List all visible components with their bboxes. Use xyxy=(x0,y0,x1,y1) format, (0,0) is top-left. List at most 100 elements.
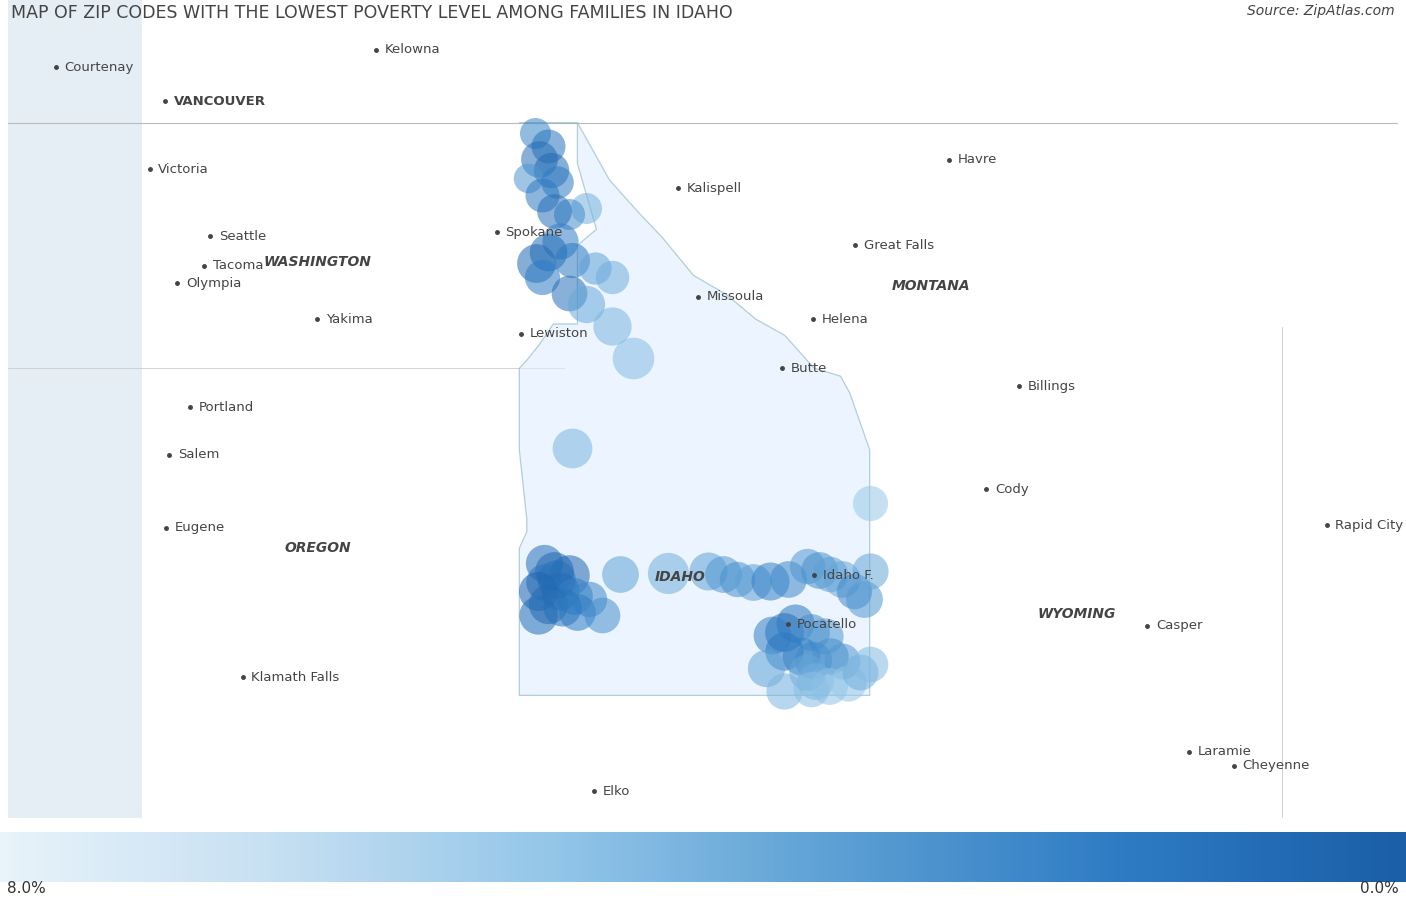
Point xyxy=(602,318,624,333)
Point xyxy=(831,654,853,668)
Point xyxy=(543,204,565,218)
Text: Cody: Cody xyxy=(995,483,1029,495)
Text: Billings: Billings xyxy=(1028,379,1076,393)
Text: Yakima: Yakima xyxy=(326,313,373,325)
Point xyxy=(801,653,824,667)
Point xyxy=(557,207,579,221)
Text: Casper: Casper xyxy=(1156,619,1202,632)
Point xyxy=(531,270,554,284)
Point xyxy=(657,565,679,580)
Text: Butte: Butte xyxy=(792,361,828,375)
Point xyxy=(543,564,565,578)
Point xyxy=(533,575,555,590)
Text: Helena: Helena xyxy=(821,313,869,325)
Point xyxy=(696,564,718,578)
Point xyxy=(527,583,550,598)
Point xyxy=(790,649,813,663)
Point xyxy=(621,352,644,366)
Point xyxy=(858,496,880,511)
Point xyxy=(759,574,782,588)
Point xyxy=(852,592,875,606)
Point xyxy=(772,625,794,639)
Point xyxy=(848,665,870,680)
Point xyxy=(804,673,827,688)
Point xyxy=(527,608,550,622)
Text: Spokane: Spokane xyxy=(506,226,562,239)
Point xyxy=(796,665,818,680)
Text: IDAHO: IDAHO xyxy=(654,570,704,583)
Point xyxy=(537,245,560,259)
Text: Cheyenne: Cheyenne xyxy=(1243,760,1310,772)
Point xyxy=(741,575,763,590)
Text: Courtenay: Courtenay xyxy=(65,60,134,74)
Point xyxy=(831,572,853,586)
Point xyxy=(858,657,880,672)
Point xyxy=(837,676,859,690)
Point xyxy=(548,234,571,248)
Text: VANCOUVER: VANCOUVER xyxy=(174,95,266,108)
Text: Pocatello: Pocatello xyxy=(796,618,856,631)
Text: Laramie: Laramie xyxy=(1198,745,1251,759)
Text: 8.0%: 8.0% xyxy=(7,881,46,895)
Point xyxy=(526,256,548,271)
Point xyxy=(713,567,735,582)
Point xyxy=(523,125,546,139)
Point xyxy=(776,572,799,586)
Text: Kalispell: Kalispell xyxy=(688,182,742,195)
Text: Victoria: Victoria xyxy=(159,163,209,176)
Text: Tacoma: Tacoma xyxy=(212,260,263,272)
Point xyxy=(544,572,567,586)
Point xyxy=(540,163,562,177)
Point xyxy=(575,298,598,312)
Point xyxy=(560,253,582,267)
Point xyxy=(548,583,571,598)
Text: Source: ZipAtlas.com: Source: ZipAtlas.com xyxy=(1247,4,1395,19)
Point xyxy=(842,583,865,598)
Point xyxy=(557,286,579,300)
Point xyxy=(602,270,624,284)
Point xyxy=(813,628,835,643)
Point xyxy=(592,608,614,622)
Point xyxy=(550,600,572,614)
Point xyxy=(529,152,551,166)
Text: OREGON: OREGON xyxy=(284,541,350,555)
FancyBboxPatch shape xyxy=(7,0,142,818)
Point xyxy=(560,441,582,456)
Point xyxy=(578,592,600,606)
Text: Olympia: Olympia xyxy=(186,277,242,289)
Text: Kelowna: Kelowna xyxy=(384,43,440,57)
Point xyxy=(755,661,778,675)
Point xyxy=(858,564,880,578)
Text: WASHINGTON: WASHINGTON xyxy=(263,254,371,269)
Point xyxy=(567,605,589,619)
Point xyxy=(516,171,538,185)
Point xyxy=(761,628,783,642)
Point xyxy=(820,649,842,663)
Text: Klamath Falls: Klamath Falls xyxy=(252,671,339,684)
Point xyxy=(583,261,606,275)
Text: MAP OF ZIP CODES WITH THE LOWEST POVERTY LEVEL AMONG FAMILIES IN IDAHO: MAP OF ZIP CODES WITH THE LOWEST POVERTY… xyxy=(11,4,733,22)
Point xyxy=(725,572,748,586)
Text: Missoula: Missoula xyxy=(706,290,763,304)
Point xyxy=(807,563,830,577)
Text: Rapid City: Rapid City xyxy=(1336,519,1403,531)
Polygon shape xyxy=(519,122,870,695)
Text: Idaho F.: Idaho F. xyxy=(823,568,873,582)
Point xyxy=(531,188,554,202)
Text: Lewiston: Lewiston xyxy=(530,327,588,341)
Point xyxy=(575,200,598,215)
Point xyxy=(800,681,823,696)
Point xyxy=(537,597,560,611)
Text: Salem: Salem xyxy=(179,449,219,461)
Point xyxy=(772,644,794,658)
Text: Great Falls: Great Falls xyxy=(863,239,934,252)
Point xyxy=(546,174,568,189)
Point xyxy=(772,684,794,699)
Text: Elko: Elko xyxy=(603,785,630,797)
Point xyxy=(817,679,839,693)
Point xyxy=(609,567,631,582)
Text: 0.0%: 0.0% xyxy=(1360,881,1399,895)
Text: WYOMING: WYOMING xyxy=(1038,607,1116,620)
Text: Eugene: Eugene xyxy=(174,521,225,534)
Point xyxy=(564,588,586,602)
